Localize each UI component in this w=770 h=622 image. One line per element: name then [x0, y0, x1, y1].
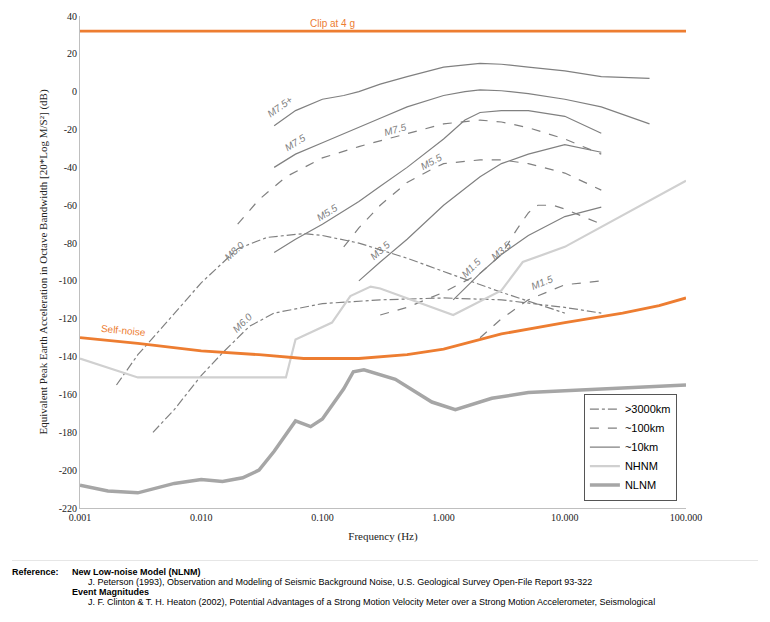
svg-text:Clip at 4 g: Clip at 4 g — [310, 18, 355, 29]
svg-text:M1.5: M1.5 — [459, 256, 483, 280]
svg-text:M1.5: M1.5 — [530, 273, 555, 292]
svg-text:0.010: 0.010 — [190, 512, 213, 523]
svg-text:Equivalent Peak Earth Accelera: Equivalent Peak Earth Acceleration in Oc… — [37, 89, 50, 434]
svg-text:Self-noise: Self-noise — [101, 323, 147, 338]
svg-text:10.000: 10.000 — [551, 512, 579, 523]
svg-text:M8.0: M8.0 — [222, 239, 246, 263]
svg-text:0.100: 0.100 — [311, 512, 334, 523]
svg-text:M3.5: M3.5 — [368, 239, 392, 262]
svg-text:-60: -60 — [64, 200, 77, 211]
svg-text:-80: -80 — [64, 238, 77, 249]
svg-text:1.000: 1.000 — [432, 512, 455, 523]
svg-text:0: 0 — [72, 86, 77, 97]
svg-text:-160: -160 — [59, 389, 77, 400]
svg-text:M5.5: M5.5 — [419, 152, 444, 172]
svg-text:M3.5: M3.5 — [489, 239, 513, 262]
svg-text:-40: -40 — [64, 162, 77, 173]
html-text:Event Magnitudes: Event Magnitudes — [72, 587, 149, 597]
svg-text:M5.5: M5.5 — [315, 202, 340, 223]
html-text:Reference:: Reference: — [12, 567, 59, 577]
svg-text:M7.5: M7.5 — [383, 121, 408, 138]
svg-text:-180: -180 — [59, 427, 77, 438]
html-text:J. F. Clinton & T. H. Heaton (: J. F. Clinton & T. H. Heaton (2002), Pot… — [88, 597, 656, 607]
svg-text:-220: -220 — [59, 503, 77, 514]
svg-text:-200: -200 — [59, 465, 77, 476]
svg-text:~10km: ~10km — [625, 441, 658, 453]
html-text:J. Peterson (1993), Observatio: J. Peterson (1993), Observation and Mode… — [88, 577, 593, 587]
svg-text:-100: -100 — [59, 275, 77, 286]
svg-text:100.000: 100.000 — [670, 512, 703, 523]
svg-text:20: 20 — [67, 48, 77, 59]
svg-text:>3000km: >3000km — [625, 403, 671, 415]
svg-text:M7.5+: M7.5+ — [265, 94, 294, 119]
svg-text:-140: -140 — [59, 351, 77, 362]
svg-text:Frequency (Hz): Frequency (Hz) — [348, 530, 418, 543]
svg-text:NLNM: NLNM — [625, 479, 656, 491]
svg-text:-120: -120 — [59, 313, 77, 324]
svg-text:M7.5: M7.5 — [283, 132, 308, 153]
svg-text:0.001: 0.001 — [69, 512, 92, 523]
svg-text:40: 40 — [67, 11, 77, 22]
svg-text:NHNM: NHNM — [625, 460, 658, 472]
html-text:New Low-noise Model (NLNM): New Low-noise Model (NLNM) — [72, 567, 201, 577]
svg-text:-20: -20 — [64, 124, 77, 135]
svg-text:~100km: ~100km — [625, 422, 664, 434]
svg-text:M6.0: M6.0 — [230, 311, 254, 335]
